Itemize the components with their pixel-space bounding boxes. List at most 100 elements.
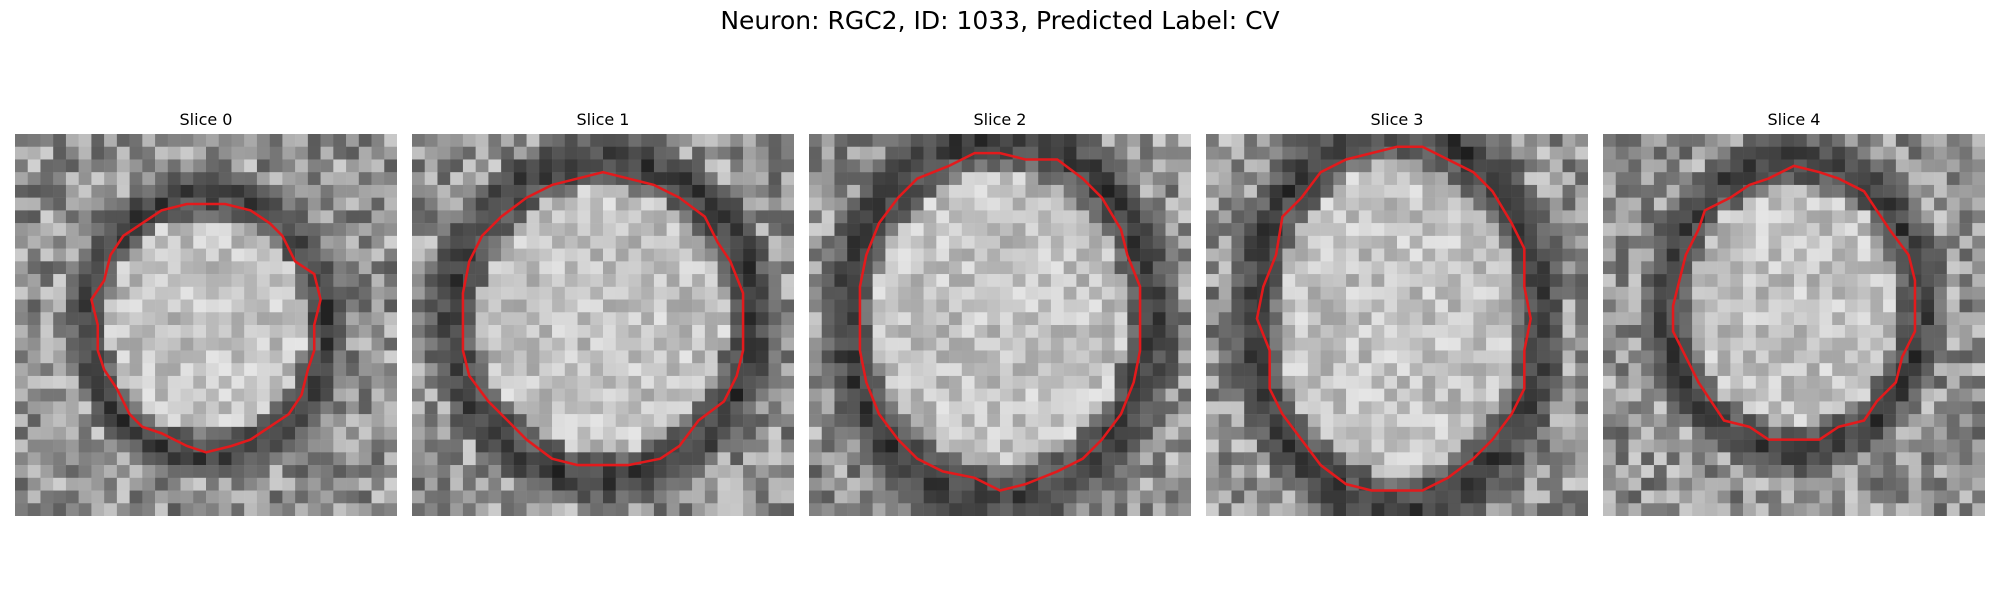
pixel <box>142 248 156 262</box>
panel-title: Slice 1 <box>576 110 630 129</box>
pixel <box>513 286 527 300</box>
pixel <box>1447 312 1461 326</box>
pixel <box>116 248 130 262</box>
pixel <box>1486 375 1500 389</box>
pixel <box>1603 490 1616 504</box>
pixel <box>1755 375 1769 389</box>
pixel <box>1653 261 1667 275</box>
pixel <box>1178 197 1191 211</box>
pixel <box>1781 350 1795 364</box>
pixel <box>320 414 334 428</box>
pixel <box>501 375 515 389</box>
pixel <box>1704 235 1718 249</box>
pixel <box>1628 146 1642 160</box>
pixel <box>1101 248 1115 262</box>
pixel <box>167 465 181 479</box>
pixel <box>1269 477 1283 491</box>
pixel <box>320 274 334 288</box>
pixel <box>1524 337 1538 351</box>
pixel <box>885 350 899 364</box>
pixel <box>1282 261 1296 275</box>
pixel <box>1972 286 1985 300</box>
pixel <box>475 159 489 173</box>
pixel <box>1486 210 1500 224</box>
pixel <box>590 146 604 160</box>
pixel <box>1883 363 1897 377</box>
pixel <box>1743 223 1757 237</box>
pixel <box>717 375 731 389</box>
pixel <box>1165 197 1179 211</box>
pixel <box>155 490 169 504</box>
pixel <box>885 172 899 186</box>
pixel <box>1206 146 1219 160</box>
pixel <box>1473 223 1487 237</box>
pixel <box>1819 210 1833 224</box>
pixel <box>1883 388 1897 402</box>
pixel <box>1794 286 1807 300</box>
pixel <box>450 235 464 249</box>
pixel <box>104 223 118 237</box>
pixel <box>590 223 604 237</box>
pixel <box>615 350 629 364</box>
pixel <box>1384 388 1398 402</box>
pixel <box>15 350 28 364</box>
pixel <box>1384 197 1398 211</box>
pixel <box>358 401 372 415</box>
pixel <box>577 248 591 262</box>
pixel <box>333 337 347 351</box>
pixel <box>1755 146 1769 160</box>
pixel <box>781 503 794 516</box>
pixel <box>1000 337 1013 351</box>
pixel <box>974 375 988 389</box>
pixel <box>1460 388 1474 402</box>
pixel <box>872 465 886 479</box>
pixel <box>320 465 334 479</box>
pixel <box>1704 159 1718 173</box>
pixel <box>193 184 207 198</box>
pixel <box>768 159 782 173</box>
pixel <box>1486 465 1500 479</box>
pixel <box>1806 274 1820 288</box>
pixel <box>1921 350 1935 364</box>
pixel <box>1114 503 1128 516</box>
pixel <box>1895 274 1909 288</box>
pixel <box>218 325 232 338</box>
pixel <box>1883 490 1897 504</box>
pixel <box>1628 388 1642 402</box>
pixel <box>526 274 540 288</box>
pixel <box>898 299 912 313</box>
pixel <box>282 210 296 224</box>
pixel <box>717 299 731 313</box>
pixel <box>1422 159 1436 173</box>
pixel <box>1844 235 1858 249</box>
pixel <box>1959 426 1973 440</box>
pixel <box>936 134 950 147</box>
pixel <box>1511 248 1525 262</box>
pixel <box>1946 401 1960 415</box>
pixel <box>755 426 769 440</box>
pixel <box>847 197 861 211</box>
pixel <box>1152 363 1166 377</box>
pixel <box>155 299 169 313</box>
pixel <box>1397 172 1410 186</box>
pixel <box>1537 274 1551 288</box>
pixel <box>781 146 794 160</box>
pixel <box>1486 439 1500 453</box>
pixel <box>1025 146 1039 160</box>
pixel <box>834 146 848 160</box>
pixel <box>1076 210 1090 224</box>
pixel <box>1844 197 1858 211</box>
pixel <box>27 452 41 466</box>
pixel <box>462 503 476 516</box>
pixel <box>1140 235 1154 249</box>
pixel <box>53 197 67 211</box>
pixel <box>475 375 489 389</box>
pixel <box>692 172 706 186</box>
pixel <box>1717 134 1731 147</box>
pixel <box>1346 172 1360 186</box>
pixel <box>295 134 309 147</box>
pixel <box>1038 235 1052 249</box>
pixel <box>1743 299 1757 313</box>
pixel <box>1704 465 1718 479</box>
pixel <box>206 210 219 224</box>
